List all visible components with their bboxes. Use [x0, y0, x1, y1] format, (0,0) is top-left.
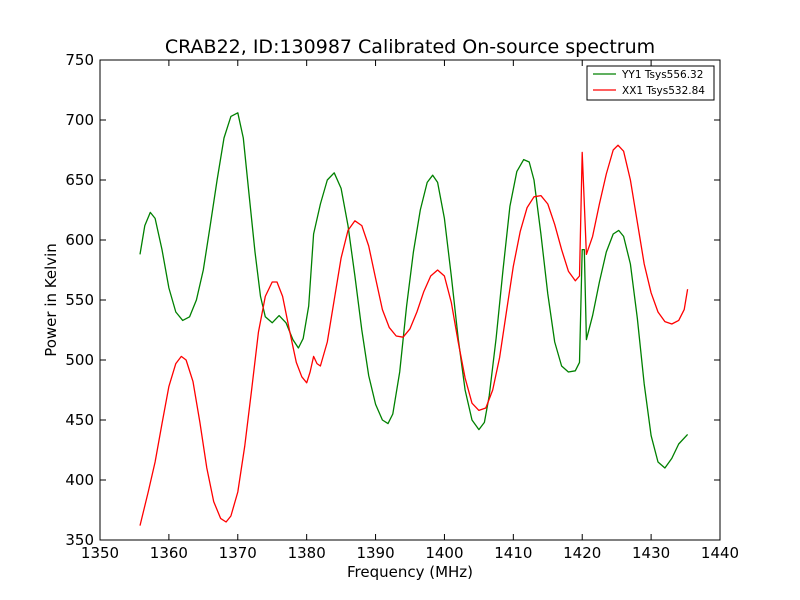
y-tick-label: 750 [65, 51, 94, 69]
y-axis-label: Power in Kelvin [42, 243, 60, 357]
y-tick-label: 600 [65, 231, 94, 249]
y-tick-label: 400 [65, 471, 94, 489]
x-tick-label: 1350 [81, 544, 119, 562]
x-tick-label: 1360 [150, 544, 188, 562]
y-tick-label: 550 [65, 291, 94, 309]
x-tick-label: 1440 [701, 544, 739, 562]
x-tick-label: 1400 [425, 544, 463, 562]
x-tick-label: 1370 [219, 544, 257, 562]
y-tick-label: 350 [65, 531, 94, 549]
legend-box [586, 65, 715, 101]
y-tick-label: 650 [65, 171, 94, 189]
legend-label-yy1: YY1 Tsys556.32 [621, 69, 703, 81]
x-tick-label: 1430 [632, 544, 670, 562]
axis-ticks: 1350 1360 1370 1380 1390 1400 1410 1420 1430 1440… [65, 51, 739, 562]
y-tick-label: 700 [65, 111, 94, 129]
plot-series [139, 112, 689, 526]
y-tick-label: 450 [65, 411, 94, 429]
series-line-yy1 [139, 112, 689, 469]
y-tick-label: 500 [65, 351, 94, 369]
x-axis-label: Frequency (MHz) [347, 563, 473, 581]
plot-frame [99, 59, 721, 541]
chart-title: CRAB22, ID:130987 Calibrated On-source s… [165, 36, 655, 58]
series-line-xx1 [139, 144, 689, 526]
x-tick-label: 1420 [563, 544, 601, 562]
x-tick-label: 1410 [494, 544, 532, 562]
legend: YY1 Tsys556.32 XX1 Tsys532.84 [586, 65, 715, 101]
legend-label-xx1: XX1 Tsys532.84 [622, 85, 705, 97]
x-tick-label: 1390 [356, 544, 394, 562]
x-tick-label: 1380 [288, 544, 326, 562]
